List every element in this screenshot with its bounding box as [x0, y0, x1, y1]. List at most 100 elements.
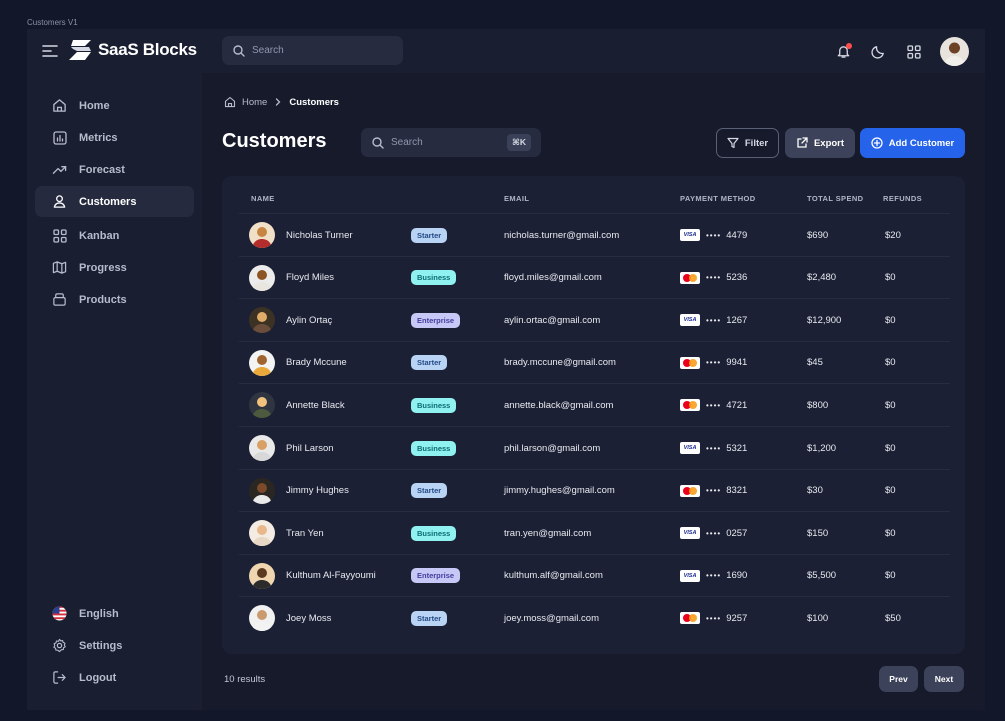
card-last4: 9257 — [726, 612, 748, 624]
table-row[interactable]: Annette Black Business annette.black@gmail… — [239, 383, 950, 426]
spend-cell: $45 — [807, 342, 823, 384]
column-header-refunds[interactable]: REFUNDS — [883, 194, 923, 203]
table-row[interactable]: Nicholas Turner Starter nicholas.turner@gm… — [239, 213, 950, 256]
table-row[interactable]: Kulthum Al-Fayyoumi Enterprise kulthum.alf… — [239, 553, 950, 597]
customer-name[interactable]: Tran Yen — [286, 527, 324, 539]
us-flag-icon — [52, 606, 67, 621]
sidebar-item-progress[interactable]: Progress — [35, 252, 194, 283]
customer-name[interactable]: Annette Black — [286, 399, 345, 411]
column-header-email[interactable]: EMAIL — [504, 194, 530, 203]
table-row[interactable]: Aylin Ortaç Enterprise aylin.ortac@gmail.c… — [239, 298, 950, 341]
spend-cell: $2,480 — [807, 257, 836, 299]
sidebar-item-kanban[interactable]: Kanban — [35, 220, 194, 251]
plan-badge: Enterprise — [411, 568, 461, 584]
total-spend: $30 — [807, 485, 823, 497]
column-header-spend[interactable]: TOTAL SPEND — [807, 194, 864, 203]
customer-name[interactable]: Joey Moss — [286, 612, 332, 624]
customer-cell: Aylin Ortaç — [249, 299, 332, 341]
column-header-name[interactable]: NAME — [251, 194, 275, 203]
payment-cell: VISA •••• 1690 — [680, 555, 747, 597]
customer-name[interactable]: Floyd Miles — [286, 272, 335, 284]
refunds-amount: $0 — [885, 442, 896, 454]
masked-digits: •••• — [706, 528, 722, 538]
sidebar-item-customers[interactable]: Customers — [35, 186, 194, 217]
spend-cell: $150 — [807, 512, 828, 554]
customer-email[interactable]: aylin.ortac@gmail.com — [504, 314, 601, 326]
table-row[interactable]: Tran Yen Business tran.yen@gmail.com VISA ••… — [239, 511, 950, 554]
sidebar-item-label: Home — [79, 99, 110, 112]
prev-page-button[interactable]: Prev — [879, 666, 918, 692]
customer-email[interactable]: nicholas.turner@gmail.com — [504, 229, 620, 241]
plan-cell: Starter — [411, 597, 448, 639]
main-content: Home Customers Customers ⌘K Filter Expor… — [202, 73, 985, 710]
customer-email[interactable]: kulthum.alf@gmail.com — [504, 570, 603, 582]
sidebar-item-forecast[interactable]: Forecast — [35, 154, 194, 185]
table-row[interactable]: Floyd Miles Business floyd.miles@gmail.com… — [239, 255, 950, 299]
customer-search-input[interactable] — [391, 137, 503, 148]
language-selector[interactable]: English — [35, 598, 194, 629]
card-last4: 5321 — [726, 442, 748, 454]
table-row[interactable]: Phil Larson Business phil.larson@gmail.com… — [239, 426, 950, 469]
global-search-input[interactable] — [252, 45, 382, 56]
user-avatar[interactable] — [940, 37, 969, 66]
home-icon[interactable] — [224, 96, 236, 108]
customer-email[interactable]: annette.black@gmail.com — [504, 399, 614, 411]
mastercard-icon — [680, 356, 700, 369]
customer-name[interactable]: Nicholas Turner — [286, 229, 353, 241]
sidebar-item-label: Forecast — [79, 163, 125, 176]
notification-dot — [846, 43, 852, 49]
export-button[interactable]: Export — [785, 128, 855, 158]
email-cell: joey.moss@gmail.com — [504, 597, 599, 639]
customer-name[interactable]: Phil Larson — [286, 442, 334, 454]
customer-name[interactable]: Brady Mccune — [286, 357, 347, 369]
brand-logo[interactable]: SaaS Blocks — [68, 39, 197, 61]
sidebar-item-products[interactable]: Products — [35, 284, 194, 315]
sidebar-item-label: Logout — [79, 671, 117, 684]
breadcrumb-home[interactable]: Home — [242, 96, 268, 108]
customer-cell: Joey Moss — [249, 597, 331, 639]
refunds-amount: $0 — [885, 527, 896, 539]
email-cell: tran.yen@gmail.com — [504, 512, 591, 554]
email-cell: floyd.miles@gmail.com — [504, 257, 602, 299]
add-customer-button[interactable]: Add Customer — [860, 128, 965, 158]
table-row[interactable]: Brady Mccune Starter brady.mccune@gmail.co… — [239, 340, 950, 384]
plan-cell: Business — [411, 257, 457, 299]
plan-badge: Business — [411, 440, 457, 456]
visa-card-icon: VISA — [680, 527, 700, 540]
customer-email[interactable]: brady.mccune@gmail.com — [504, 357, 616, 369]
refunds-cell: $0 — [885, 342, 896, 384]
customer-search[interactable]: ⌘K — [361, 128, 541, 157]
card-last4: 4721 — [726, 399, 748, 411]
dark-mode-moon-icon[interactable] — [870, 43, 887, 60]
customer-email[interactable]: floyd.miles@gmail.com — [504, 272, 602, 284]
email-cell: kulthum.alf@gmail.com — [504, 555, 603, 597]
sidebar-item-home[interactable]: Home — [35, 90, 194, 121]
customer-name[interactable]: Kulthum Al-Fayyoumi — [286, 570, 376, 582]
filter-button[interactable]: Filter — [716, 128, 779, 158]
card-last4: 9941 — [726, 357, 748, 369]
plan-badge: Business — [411, 270, 457, 286]
table-row[interactable]: Jimmy Hughes Starter jimmy.hughes@gmail.co… — [239, 468, 950, 512]
menu-icon[interactable] — [41, 42, 59, 60]
table-row[interactable]: Joey Moss Starter joey.moss@gmail.com •••• 9… — [239, 596, 950, 639]
customer-cell: Annette Black — [249, 384, 345, 426]
column-header-payment[interactable]: PAYMENT METHOD — [680, 194, 756, 203]
notification-bell-icon[interactable] — [835, 43, 852, 60]
refunds-amount: $0 — [885, 314, 896, 326]
apps-grid-icon[interactable] — [905, 43, 922, 60]
customer-email[interactable]: jimmy.hughes@gmail.com — [504, 485, 615, 497]
customer-name[interactable]: Jimmy Hughes — [286, 485, 349, 497]
customer-email[interactable]: phil.larson@gmail.com — [504, 442, 601, 454]
sidebar-item-logout[interactable]: Logout — [35, 662, 194, 693]
customer-name[interactable]: Aylin Ortaç — [286, 314, 333, 326]
total-spend: $2,480 — [807, 272, 837, 284]
refunds-amount: $0 — [885, 399, 896, 411]
global-search[interactable] — [222, 36, 403, 65]
sidebar-item-label: Customers — [79, 195, 137, 208]
next-page-button[interactable]: Next — [924, 666, 964, 692]
sidebar-item-metrics[interactable]: Metrics — [35, 122, 194, 153]
sidebar-item-settings[interactable]: Settings — [35, 630, 194, 661]
plan-cell: Enterprise — [411, 555, 461, 597]
customer-email[interactable]: joey.moss@gmail.com — [504, 612, 599, 624]
customer-email[interactable]: tran.yen@gmail.com — [504, 527, 592, 539]
